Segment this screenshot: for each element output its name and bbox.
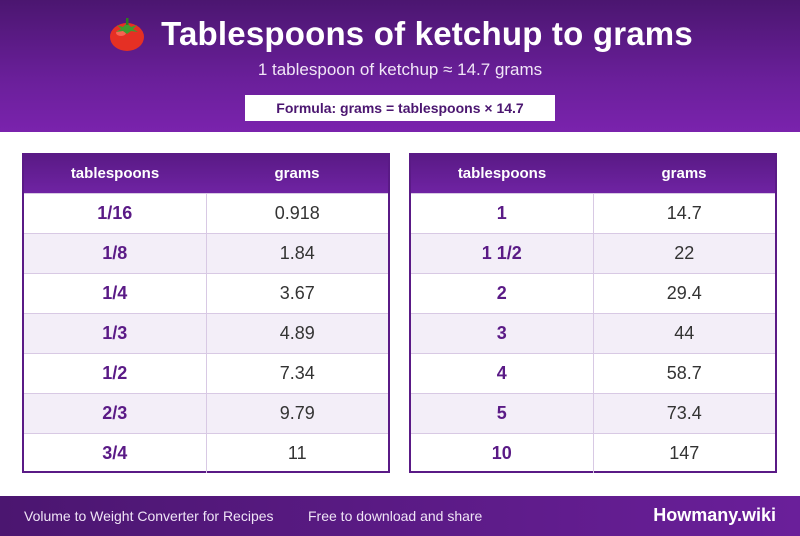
table-row: 3 44	[411, 313, 775, 353]
grams-cell: 14.7	[666, 203, 702, 223]
column-header-grams: grams	[274, 165, 320, 182]
tablespoons-cell: 1	[411, 194, 594, 233]
brand-logo-text[interactable]: Howmany.wiki	[653, 505, 776, 525]
grams-cell: 147	[669, 443, 700, 463]
table-header: tablespoons grams	[411, 155, 775, 193]
tablespoons-cell: 10	[411, 434, 594, 473]
formula-box: Formula: grams = tablespoons × 14.7	[245, 95, 555, 121]
table-row: 1 14.7	[411, 193, 775, 233]
tablespoons-cell: 1/8	[24, 234, 207, 273]
conversion-table-right: tablespoons grams 1 14.7 1 1/2 22 2 29.4…	[409, 153, 777, 473]
table-row: 10 147	[411, 433, 775, 473]
grams-cell: 73.4	[666, 403, 702, 423]
grams-cell: 44	[674, 323, 695, 343]
table-row: 1 1/2 22	[411, 233, 775, 273]
footer-share-note: Free to download and share	[308, 508, 483, 524]
table-row: 4 58.7	[411, 353, 775, 393]
grams-cell: 7.34	[279, 363, 315, 383]
tablespoons-cell: 3	[411, 314, 594, 353]
tablespoons-cell: 2/3	[24, 394, 207, 433]
page-title: Tablespoons of ketchup to grams	[161, 15, 693, 52]
grams-cell: 11	[287, 443, 307, 463]
column-header-tablespoons: tablespoons	[457, 165, 547, 182]
tablespoons-cell: 4	[411, 354, 594, 393]
grams-cell: 4.89	[279, 323, 315, 343]
table-row: 1/16 0.918	[24, 193, 388, 233]
table-row: 2 29.4	[411, 273, 775, 313]
grams-cell: 9.79	[279, 403, 315, 423]
tablespoons-cell: 1/16	[24, 194, 207, 233]
table-row: 1/8 1.84	[24, 233, 388, 273]
column-header-tablespoons: tablespoons	[70, 165, 160, 182]
table-row: 2/3 9.79	[24, 393, 388, 433]
header-banner: Tablespoons of ketchup to grams 1 tables…	[0, 0, 800, 132]
grams-cell: 22	[674, 243, 695, 263]
title-row: Tablespoons of ketchup to grams	[0, 14, 800, 54]
tomato-icon	[107, 14, 147, 54]
tablespoons-cell: 1 1/2	[411, 234, 594, 273]
table-row: 1/4 3.67	[24, 273, 388, 313]
grams-cell: 1.84	[279, 243, 315, 263]
tablespoons-cell: 2	[411, 274, 594, 313]
table-row: 5 73.4	[411, 393, 775, 433]
table-header: tablespoons grams	[24, 155, 388, 193]
tablespoons-cell: 5	[411, 394, 594, 433]
page-subtitle: 1 tablespoon of ketchup ≈ 14.7 grams	[257, 60, 543, 79]
tablespoons-cell: 1/2	[24, 354, 207, 393]
tablespoons-cell: 1/4	[24, 274, 207, 313]
tablespoons-cell: 3/4	[24, 434, 207, 473]
footer-description: Volume to Weight Converter for Recipes	[24, 508, 274, 524]
table-row: 3/4 11	[24, 433, 388, 473]
table-row: 1/3 4.89	[24, 313, 388, 353]
conversion-table-left: tablespoons grams 1/16 0.918 1/8 1.84 1/…	[22, 153, 390, 473]
grams-cell: 0.918	[274, 203, 320, 223]
grams-cell: 29.4	[666, 283, 702, 303]
footer-bar: Volume to Weight Converter for Recipes F…	[0, 496, 800, 536]
table-row: 1/2 7.34	[24, 353, 388, 393]
grams-cell: 3.67	[279, 283, 315, 303]
column-header-grams: grams	[661, 165, 707, 182]
grams-cell: 58.7	[666, 363, 702, 383]
tablespoons-cell: 1/3	[24, 314, 207, 353]
